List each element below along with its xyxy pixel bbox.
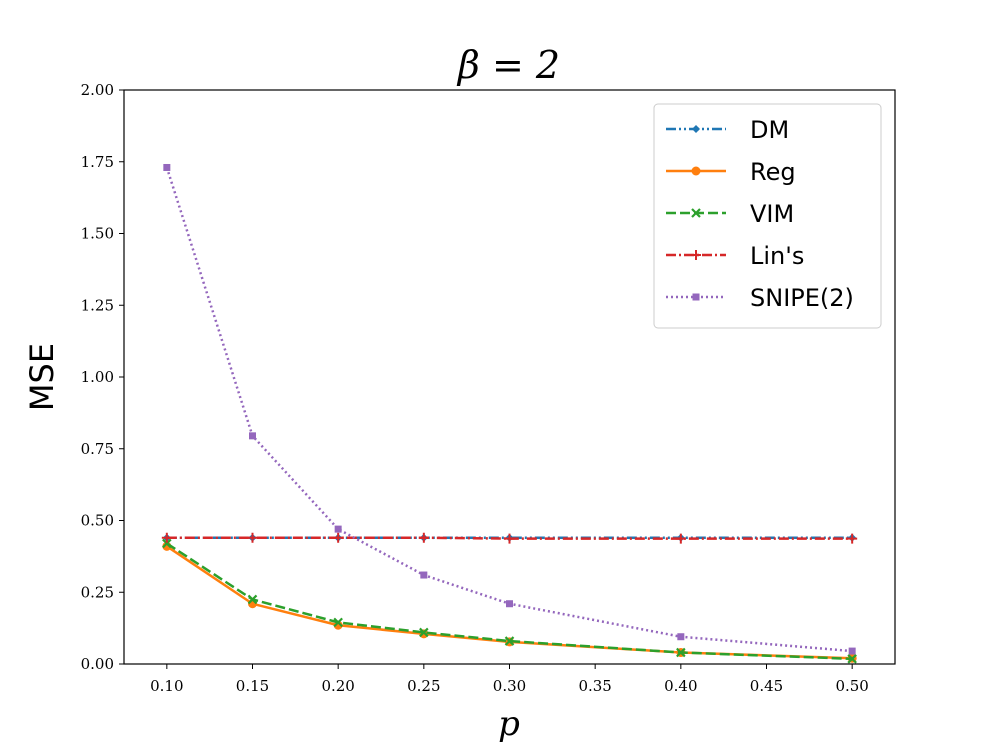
data-point-2-1 xyxy=(247,594,258,605)
data-point-4-1 xyxy=(249,432,256,440)
y-tick-label: 1.00 xyxy=(81,368,114,386)
data-point-2-5 xyxy=(676,647,686,658)
y-tick-label: 1.25 xyxy=(81,296,114,314)
legend-label: VIM xyxy=(750,200,794,228)
data-point-4-4 xyxy=(506,600,513,608)
data-point-4-0 xyxy=(163,163,171,171)
legend-item-4: SNIPE(2) xyxy=(666,284,854,312)
data-point-3-5 xyxy=(675,533,686,544)
chart-title: β = 2 xyxy=(456,43,560,87)
y-tick-label: 0.00 xyxy=(81,655,114,673)
data-point-2-3 xyxy=(419,627,429,638)
legend-marker-3 xyxy=(691,250,701,260)
series-4 xyxy=(163,163,856,655)
data-point-3-0 xyxy=(161,532,172,543)
series-2 xyxy=(162,538,857,664)
y-tick-label: 1.75 xyxy=(81,153,114,171)
legend-item-1: Reg xyxy=(666,158,796,186)
legend-marker-4 xyxy=(692,293,700,301)
data-point-3-2 xyxy=(333,532,344,543)
data-point-2-6 xyxy=(847,654,857,664)
legend-item-0: DM xyxy=(666,116,789,144)
legend-marker-1 xyxy=(691,166,701,176)
x-tick-label: 0.40 xyxy=(664,677,697,695)
x-axis-label: p xyxy=(498,704,520,744)
x-tick-label: 0.20 xyxy=(321,677,354,695)
legend-marker-2 xyxy=(691,208,701,218)
series-3 xyxy=(161,532,858,544)
legend-box xyxy=(653,103,882,329)
data-point-3-4 xyxy=(504,533,515,544)
x-tick-label: 0.10 xyxy=(150,677,183,695)
data-point-2-4 xyxy=(504,636,515,646)
legend-label: Reg xyxy=(750,158,796,186)
legend-marker-0 xyxy=(692,125,700,133)
data-point-3-1 xyxy=(247,532,258,543)
y-tick-label: 1.50 xyxy=(81,225,114,243)
data-point-4-5 xyxy=(677,633,685,641)
data-point-4-2 xyxy=(334,525,342,533)
data-point-3-6 xyxy=(847,533,858,544)
data-point-3-3 xyxy=(418,532,429,543)
x-tick-label: 0.30 xyxy=(493,677,526,695)
legend-label: SNIPE(2) xyxy=(750,284,854,312)
y-tick-label: 0.75 xyxy=(81,440,114,458)
y-tick-label: 2.00 xyxy=(81,81,114,99)
data-point-2-2 xyxy=(333,617,343,628)
legend-label: Lin's xyxy=(750,242,804,270)
legend-item-3: Lin's xyxy=(666,242,804,270)
y-tick-label: 0.50 xyxy=(81,512,114,530)
x-tick-label: 0.35 xyxy=(578,677,611,695)
y-axis-label: MSE xyxy=(23,343,61,411)
data-point-2-0 xyxy=(162,538,172,549)
plot-area xyxy=(161,163,858,664)
x-tick-label: 0.45 xyxy=(750,677,783,695)
legend-label: DM xyxy=(750,116,789,144)
legend: DM Reg VIM Lin's SNIPE(2) xyxy=(653,103,882,329)
legend-item-2: VIM xyxy=(666,200,794,228)
data-point-4-3 xyxy=(420,571,428,579)
axes: 0.10 0.15 0.20 0.25 0.30 0.35 0.40 0.45 0.50 0.00… xyxy=(81,81,896,695)
x-tick-label: 0.50 xyxy=(835,677,868,695)
y-tick-label: 0.25 xyxy=(81,583,114,601)
x-tick-label: 0.25 xyxy=(407,677,440,695)
data-point-4-6 xyxy=(848,647,856,655)
x-tick-label: 0.15 xyxy=(236,677,269,695)
